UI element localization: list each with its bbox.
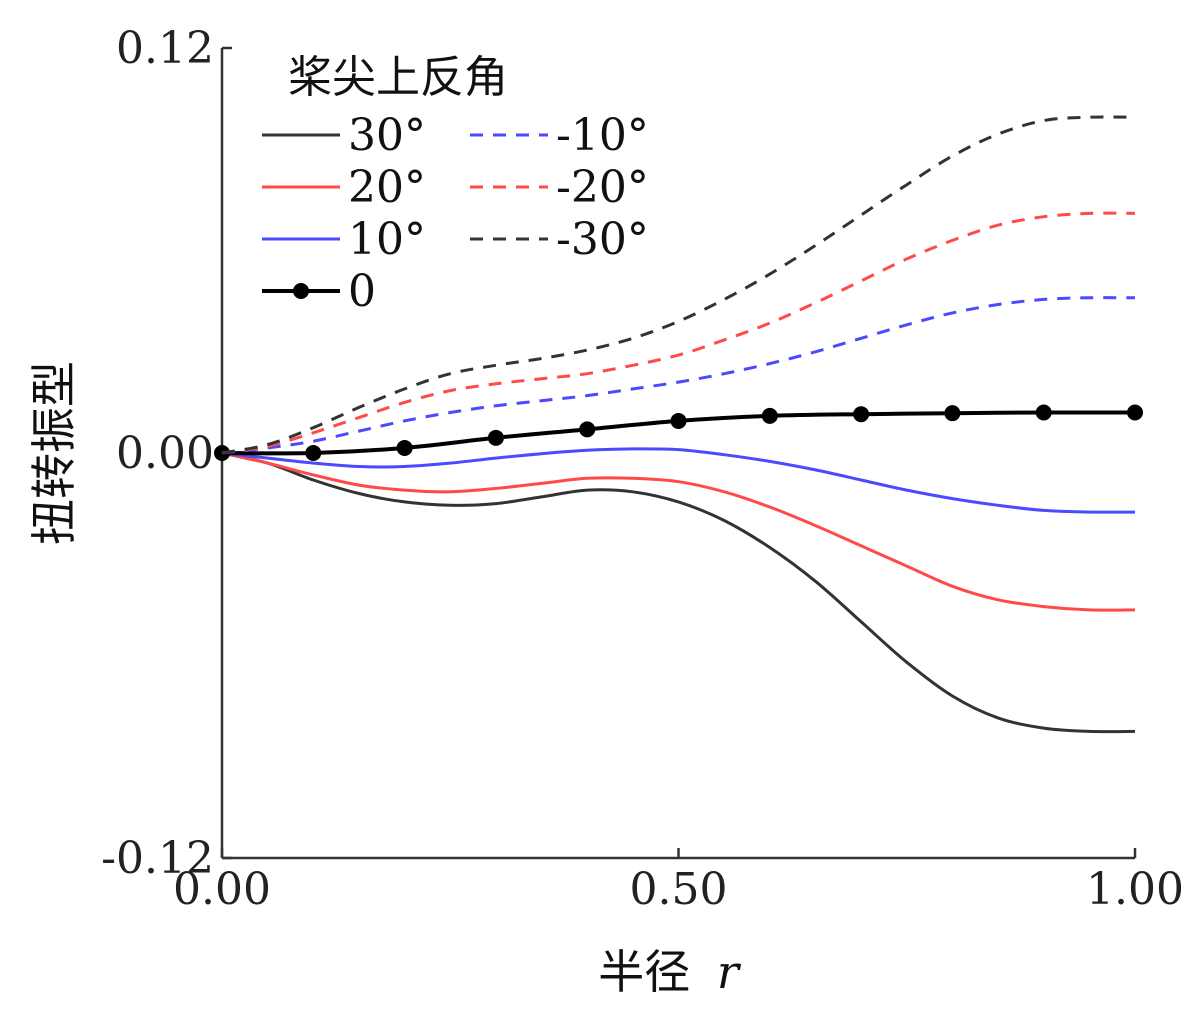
legend-label: 10° (348, 214, 426, 265)
legend-label: -20° (556, 162, 649, 213)
series-line-30deg (221, 451, 1136, 734)
x-tick-label: 0.50 (630, 864, 728, 915)
series-marker (761, 407, 778, 424)
series-marker (944, 405, 961, 422)
series-marker (853, 406, 870, 423)
axes: 0.120.00-0.120.00 0.50 1.00 (101, 23, 1184, 915)
legend: 桨尖上反角 30°20°10°0 -10°-20°-30° (262, 52, 649, 317)
x-axis-title-variable: r (717, 945, 742, 999)
y-tick-label: -0.12 (101, 833, 214, 884)
y-axis-title: 扭转振型 (27, 361, 81, 545)
series-line-10deg (221, 447, 1136, 514)
y-tick-label: 0.12 (116, 23, 214, 74)
series-marker (1035, 404, 1052, 421)
x-axis-title: 半径 r (598, 945, 742, 999)
series-line-neg10deg (221, 296, 1136, 455)
legend-title: 桨尖上反角 (288, 52, 508, 103)
legend-marker (293, 283, 309, 299)
y-tick-label: 0.00 (116, 428, 214, 479)
series-marker (1127, 404, 1143, 421)
x-tick-label: 1.00 (1086, 864, 1184, 915)
series-layer (214, 115, 1143, 734)
legend-label: 0 (348, 266, 376, 317)
series-line-neg20deg (221, 211, 1136, 455)
series-marker (396, 439, 413, 456)
series-line-neg30deg (221, 115, 1136, 455)
series-marker (670, 412, 687, 429)
series-marker (487, 429, 504, 446)
series-line-20deg (221, 451, 1136, 612)
legend-label: -30° (556, 214, 649, 265)
legend-label: 30° (348, 110, 426, 161)
x-tick-label: 0.00 (173, 864, 271, 915)
legend-label: -10° (556, 110, 649, 161)
series-marker (305, 445, 322, 461)
series-marker (579, 421, 596, 438)
legend-label: 20° (348, 162, 426, 213)
x-axis-title-text: 半径 (598, 945, 690, 999)
